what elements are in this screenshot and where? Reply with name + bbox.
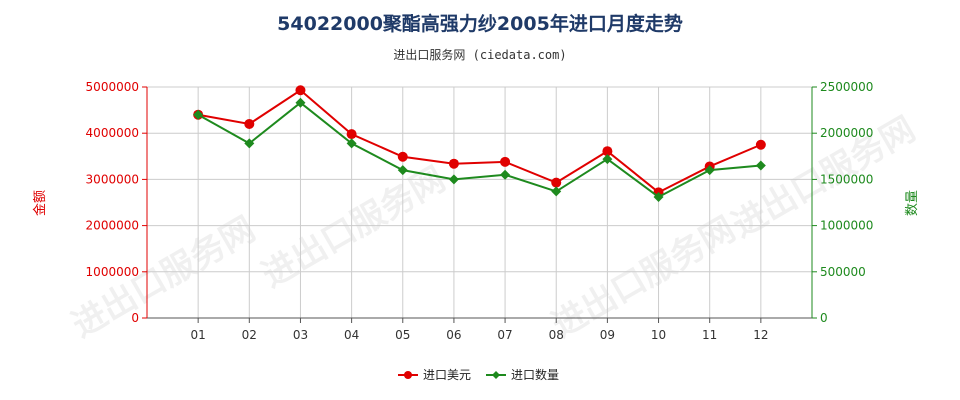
x-tick-label: 08: [549, 328, 564, 342]
x-tick-label: 11: [702, 328, 717, 342]
series-2-point: [295, 97, 306, 108]
series-1-point: [346, 129, 357, 140]
legend-marker: [492, 371, 500, 379]
series-2-point: [244, 138, 255, 149]
x-tick-label: 10: [651, 328, 666, 342]
y-left-axis-label: 金额: [32, 190, 48, 216]
y-right-tick-label: 0: [820, 311, 828, 325]
x-tick-label: 03: [293, 328, 308, 342]
series-2-point: [448, 174, 459, 185]
y-right-tick-label: 500000: [820, 265, 866, 279]
chart-title: 54022000聚酯高强力纱2005年进口月度走势: [277, 13, 683, 35]
series-2-point: [500, 169, 511, 180]
legend-label: 进口美元: [423, 368, 471, 382]
series-2-point: [653, 191, 664, 202]
y-right-axis-label: 数量: [905, 190, 920, 216]
series-2-point: [193, 109, 204, 120]
series-2-point: [755, 160, 766, 171]
series-1-point: [755, 139, 766, 150]
series-1-point: [448, 158, 459, 169]
series-line-2: [197, 101, 761, 199]
y-left-tick-label: 2000000: [86, 219, 139, 233]
series-1-point: [500, 156, 511, 167]
y-right-tick-label: 2500000: [820, 80, 873, 94]
legend: 进口美元 进口数量: [398, 367, 559, 382]
series-1-point: [602, 146, 613, 157]
series-2-point: [602, 154, 613, 165]
y-left-tick-label: 1000000: [86, 265, 139, 279]
y-right-tick-label: 2000000: [820, 126, 873, 140]
x-tick-label: 07: [497, 328, 512, 342]
chart-subtitle: 进出口服务网 (ciedata.com): [393, 48, 567, 62]
y-left-tick-label: 5000000: [86, 80, 139, 94]
y-left-tick-label: 0: [131, 311, 139, 325]
x-tick-label: 05: [395, 328, 410, 342]
y-left-tick-label: 3000000: [86, 172, 139, 186]
y-left-tick-label: 4000000: [86, 126, 139, 140]
series-line-1: [197, 88, 762, 194]
series-1-point: [295, 85, 306, 96]
series-1-point: [397, 151, 408, 162]
y-right-tick-label: 1000000: [820, 219, 873, 233]
series-2-point: [704, 165, 715, 176]
series-2-point: [346, 138, 357, 149]
series-2-point: [551, 186, 562, 197]
x-tick-label: 02: [242, 328, 257, 342]
x-tick-label: 04: [344, 328, 359, 342]
legend-label: 进口数量: [511, 367, 559, 382]
series-1-point: [244, 118, 255, 129]
x-tick-label: 01: [191, 328, 206, 342]
x-tick-label: 09: [600, 328, 615, 342]
axes: [142, 86, 817, 323]
series-1-point: [551, 177, 562, 188]
legend-marker: [404, 371, 412, 379]
x-tick-label: 06: [446, 328, 461, 342]
tick-labels: 0 0 1000000 500000 2000000 1000000 3000000 1500…: [86, 80, 874, 342]
y-right-tick-label: 1500000: [820, 172, 873, 186]
series-group: [193, 85, 766, 202]
series-2-point: [397, 165, 408, 176]
x-tick-label: 12: [753, 328, 768, 342]
